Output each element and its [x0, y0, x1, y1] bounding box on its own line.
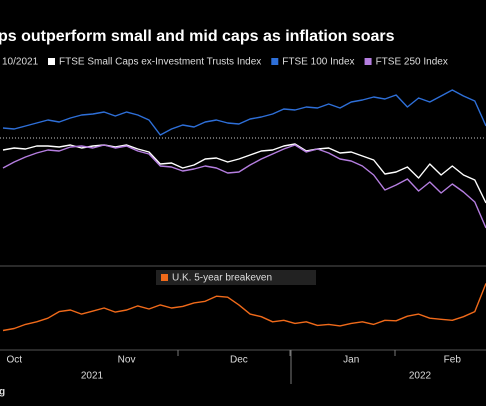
series-line [2, 143, 486, 204]
chart-subtitle: 10/2021 [2, 57, 39, 68]
year-label: 2021 [81, 371, 104, 382]
x-tick-label: Feb [444, 355, 462, 366]
chart-title: ps outperform small and mid caps as infl… [0, 28, 395, 45]
x-tick-label: Nov [118, 355, 136, 366]
legend-box [156, 270, 316, 285]
legend-swatch [161, 274, 168, 281]
x-tick-label: Oct [6, 355, 22, 366]
legend-swatch [364, 58, 372, 65]
legend-label: U.K. 5-year breakeven [172, 273, 272, 284]
legend-label: FTSE Small Caps ex-Investment Trusts Ind… [59, 57, 261, 68]
source: g [0, 387, 5, 398]
year-label: 2022 [409, 371, 432, 382]
series-line [2, 283, 486, 332]
legend-swatch [271, 58, 279, 65]
legend-label: FTSE 100 Index [282, 57, 354, 68]
series-line [2, 144, 486, 229]
series-line [2, 89, 486, 136]
x-tick-label: Dec [230, 355, 248, 366]
x-tick-label: Jan [343, 355, 359, 366]
legend-label: FTSE 250 Index [376, 57, 448, 68]
legend-swatch [48, 58, 55, 65]
